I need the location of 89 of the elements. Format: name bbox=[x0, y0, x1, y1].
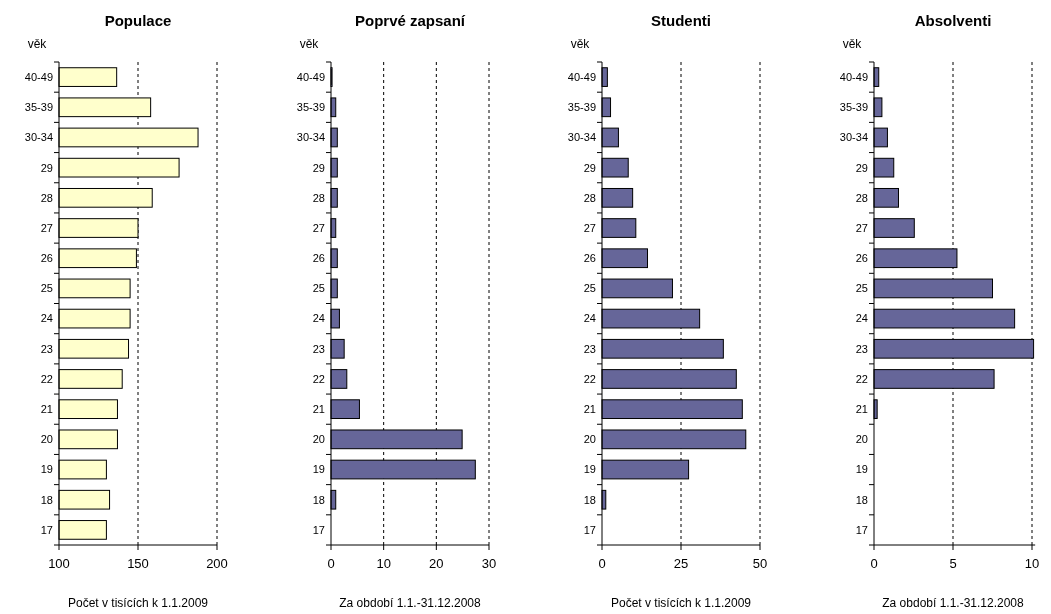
y-tick-label: 28 bbox=[312, 191, 325, 204]
chart-title: Absolventi bbox=[914, 12, 992, 29]
y-tick-label: 24 bbox=[40, 312, 53, 325]
y-tick-label: 24 bbox=[855, 312, 868, 325]
y-tick-label: 24 bbox=[583, 312, 596, 325]
x-tick-label: 30 bbox=[481, 556, 497, 571]
y-tick-label: 28 bbox=[40, 191, 53, 204]
y-tick-label: 22 bbox=[855, 372, 868, 385]
y-tick-label: 26 bbox=[583, 252, 596, 265]
y-tick-label: 20 bbox=[40, 433, 53, 446]
y-tick-label: 17 bbox=[312, 523, 325, 536]
y-axis-title: věk bbox=[570, 37, 591, 51]
y-tick-label: 19 bbox=[855, 463, 868, 476]
y-tick-label: 29 bbox=[583, 161, 596, 174]
x-tick-label: 10 bbox=[1024, 556, 1040, 571]
y-tick-label: 17 bbox=[855, 523, 868, 536]
chart-title: Populace bbox=[104, 12, 172, 29]
y-tick-label: 29 bbox=[855, 161, 868, 174]
y-axis-title: věk bbox=[27, 37, 48, 51]
y-tick-label: 23 bbox=[583, 342, 596, 355]
y-tick-label: 19 bbox=[312, 463, 325, 476]
chart-title: Studenti bbox=[651, 12, 711, 29]
y-tick-label: 17 bbox=[40, 523, 53, 536]
y-tick-label: 18 bbox=[312, 493, 325, 506]
y-tick-label: 27 bbox=[855, 221, 868, 234]
x-tick-label: 25 bbox=[673, 556, 689, 571]
y-tick-label: 27 bbox=[40, 221, 53, 234]
y-tick-label: 22 bbox=[40, 372, 53, 385]
y-tick-label: 25 bbox=[40, 282, 53, 295]
y-tick-label: 40-49 bbox=[296, 70, 325, 83]
y-tick-label: 26 bbox=[40, 252, 53, 265]
x-tick-label: 0 bbox=[598, 556, 606, 571]
y-tick-label: 30-34 bbox=[567, 131, 596, 144]
y-tick-label: 17 bbox=[583, 523, 596, 536]
y-tick-label: 29 bbox=[40, 161, 53, 174]
y-tick-label: 19 bbox=[583, 463, 596, 476]
y-axis-title: věk bbox=[299, 37, 320, 51]
y-tick-label: 35-39 bbox=[296, 101, 325, 114]
x-axis-title: Za období 1.1.-31.12.2008 bbox=[339, 596, 482, 610]
x-axis-title: Počet v tisících k 1.1.2009 bbox=[610, 596, 752, 610]
x-tick-label: 200 bbox=[206, 556, 228, 571]
y-tick-label: 35-39 bbox=[567, 101, 596, 114]
y-tick-label: 26 bbox=[855, 252, 868, 265]
y-tick-label: 23 bbox=[40, 342, 53, 355]
y-tick-label: 21 bbox=[40, 403, 53, 416]
y-tick-label: 30-34 bbox=[839, 131, 868, 144]
x-axis-title: Za období 1.1.-31.12.2008 bbox=[882, 596, 1025, 610]
y-tick-label: 20 bbox=[583, 433, 596, 446]
x-tick-label: 5 bbox=[949, 556, 957, 571]
y-tick-label: 18 bbox=[40, 493, 53, 506]
y-tick-label: 25 bbox=[583, 282, 596, 295]
x-tick-label: 150 bbox=[127, 556, 149, 571]
y-tick-label: 24 bbox=[312, 312, 325, 325]
y-tick-label: 40-49 bbox=[567, 70, 596, 83]
y-tick-label: 28 bbox=[855, 191, 868, 204]
y-tick-label: 27 bbox=[583, 221, 596, 234]
y-tick-label: 21 bbox=[583, 403, 596, 416]
y-tick-label: 22 bbox=[312, 372, 325, 385]
y-tick-label: 28 bbox=[583, 191, 596, 204]
chart-title: Poprvé zapsaní bbox=[354, 12, 466, 29]
y-tick-label: 30-34 bbox=[296, 131, 325, 144]
y-tick-label: 25 bbox=[855, 282, 868, 295]
y-tick-label: 20 bbox=[855, 433, 868, 446]
y-tick-label: 20 bbox=[312, 433, 325, 446]
y-tick-label: 23 bbox=[855, 342, 868, 355]
y-tick-label: 23 bbox=[312, 342, 325, 355]
y-tick-label: 30-34 bbox=[24, 131, 53, 144]
y-tick-label: 19 bbox=[40, 463, 53, 476]
x-tick-label: 0 bbox=[327, 556, 335, 571]
y-tick-label: 21 bbox=[855, 403, 868, 416]
y-tick-label: 18 bbox=[855, 493, 868, 506]
x-tick-label: 10 bbox=[376, 556, 391, 571]
y-tick-label: 35-39 bbox=[24, 101, 53, 114]
y-tick-label: 40-49 bbox=[24, 70, 53, 83]
y-tick-label: 18 bbox=[583, 493, 596, 506]
x-tick-label: 50 bbox=[752, 556, 768, 571]
y-tick-label: 25 bbox=[312, 282, 325, 295]
x-tick-label: 100 bbox=[48, 556, 70, 571]
y-tick-label: 27 bbox=[312, 221, 325, 234]
y-tick-label: 35-39 bbox=[839, 101, 868, 114]
y-tick-label: 40-49 bbox=[839, 70, 868, 83]
x-tick-label: 0 bbox=[870, 556, 878, 571]
y-axis-title: věk bbox=[842, 37, 863, 51]
y-tick-label: 21 bbox=[312, 403, 325, 416]
x-axis-title: Počet v tisících k 1.1.2009 bbox=[67, 596, 209, 610]
y-tick-label: 22 bbox=[583, 372, 596, 385]
y-tick-label: 29 bbox=[312, 161, 325, 174]
x-tick-label: 20 bbox=[429, 556, 444, 571]
y-tick-label: 26 bbox=[312, 252, 325, 265]
